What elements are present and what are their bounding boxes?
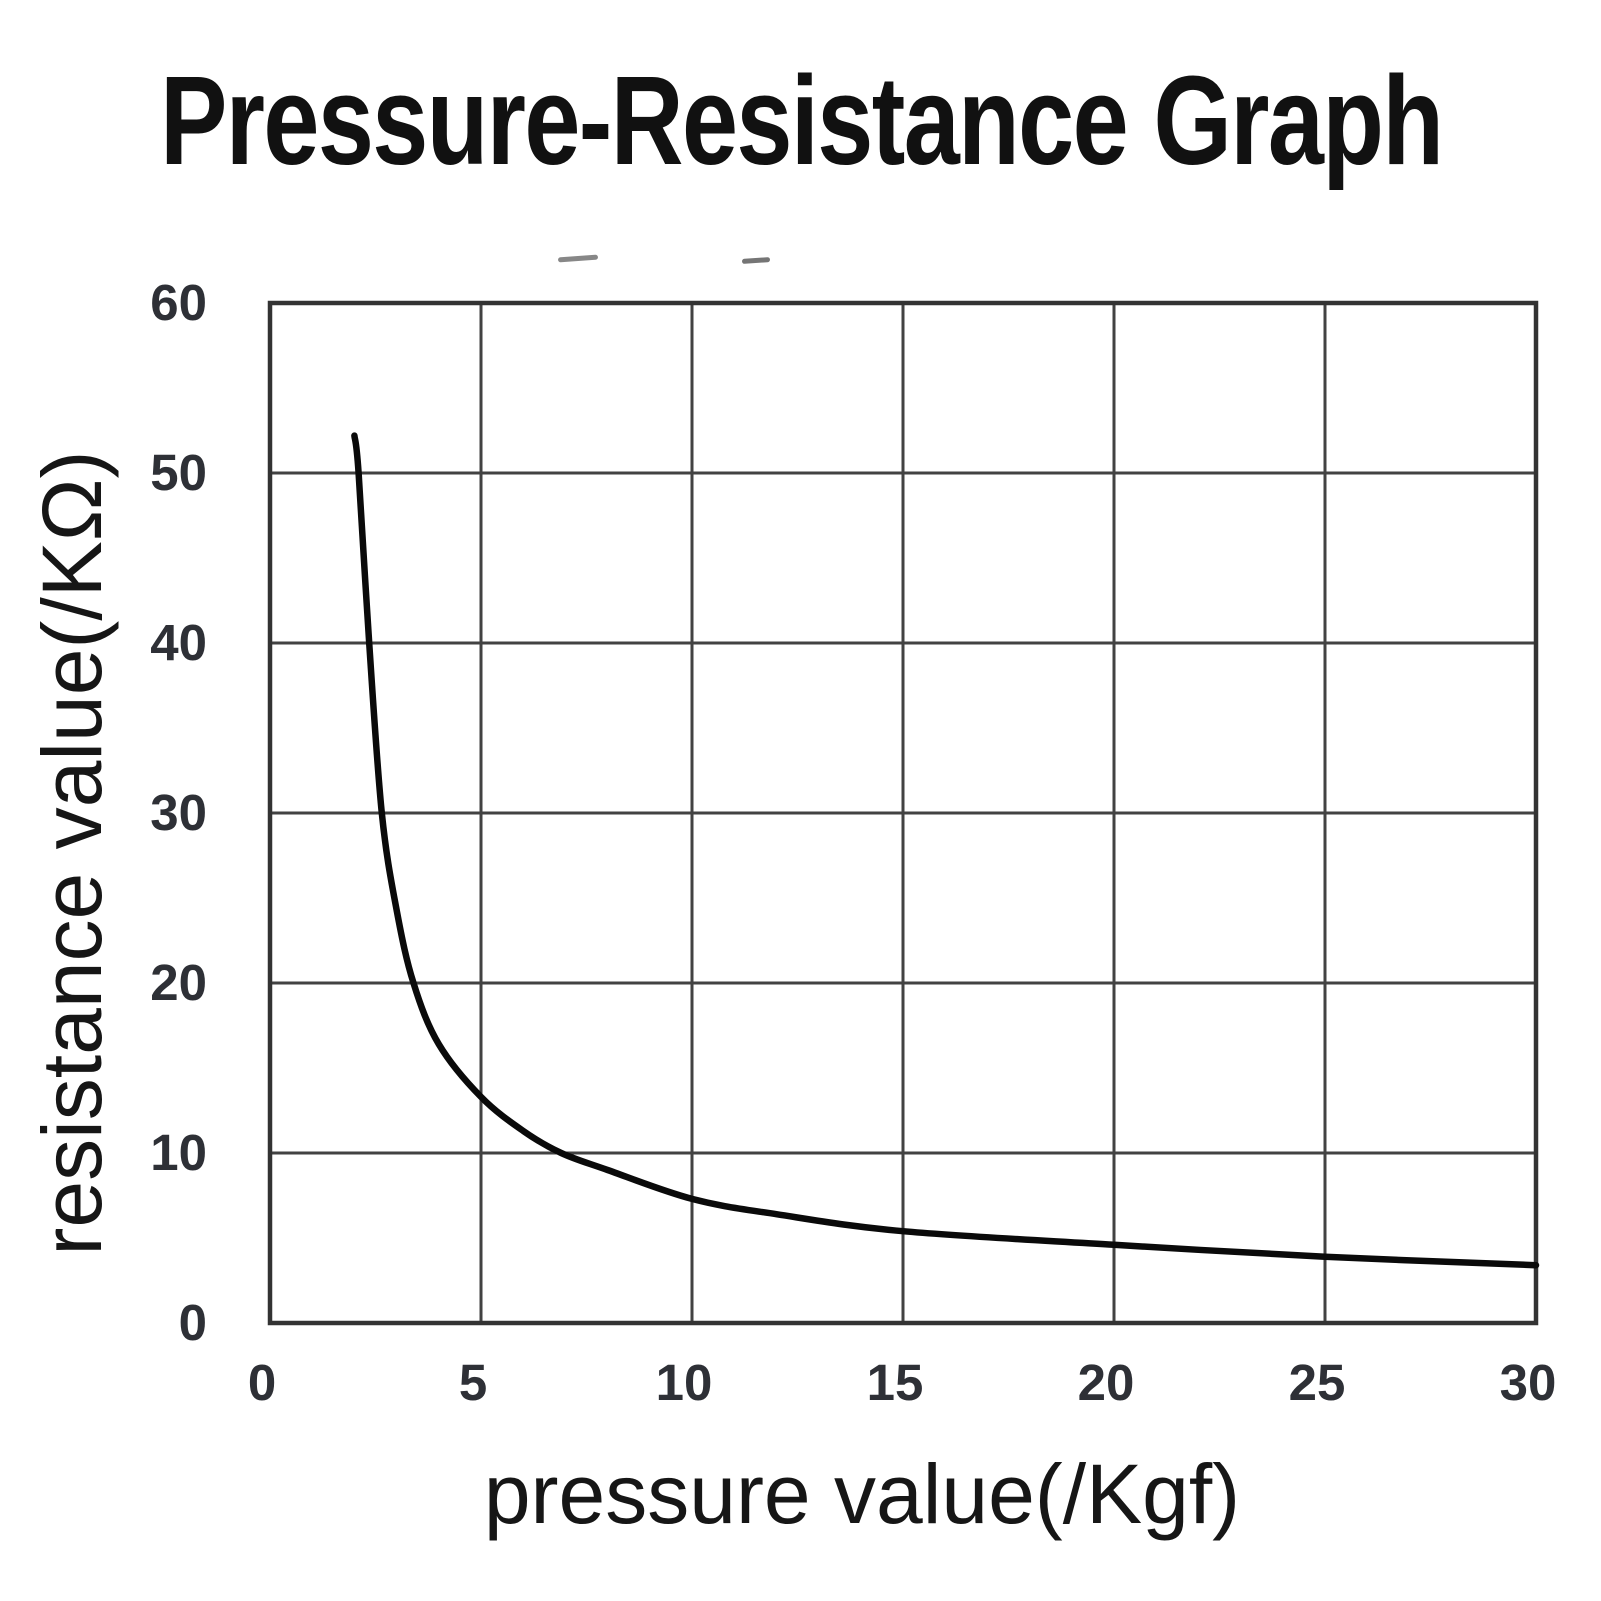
data-curve bbox=[351, 432, 1540, 1269]
chart-title: Pressure-Resistance Graph bbox=[160, 50, 1444, 191]
plot-border bbox=[267, 300, 1539, 1326]
y-tick-label: 50 bbox=[150, 444, 207, 501]
y-tick-label: 60 bbox=[150, 274, 207, 331]
x-axis-label: pressure value(/Kgf) bbox=[483, 1447, 1241, 1541]
x-tick-label: 30 bbox=[1499, 1354, 1557, 1411]
y-tick-label: 40 bbox=[150, 614, 207, 671]
y-tick-label: 20 bbox=[150, 954, 207, 1011]
y-tick-label: 10 bbox=[150, 1124, 207, 1181]
x-tick-label: 25 bbox=[1288, 1354, 1346, 1411]
x-tick-label: 10 bbox=[655, 1354, 713, 1411]
x-tick-label: 5 bbox=[458, 1354, 488, 1411]
y-tick-label: 0 bbox=[178, 1294, 207, 1351]
x-tick-label: 0 bbox=[247, 1354, 277, 1411]
y-tick-label: 30 bbox=[150, 784, 207, 841]
x-tick-label: 20 bbox=[1077, 1354, 1135, 1411]
x-tick-label: 15 bbox=[866, 1354, 924, 1411]
